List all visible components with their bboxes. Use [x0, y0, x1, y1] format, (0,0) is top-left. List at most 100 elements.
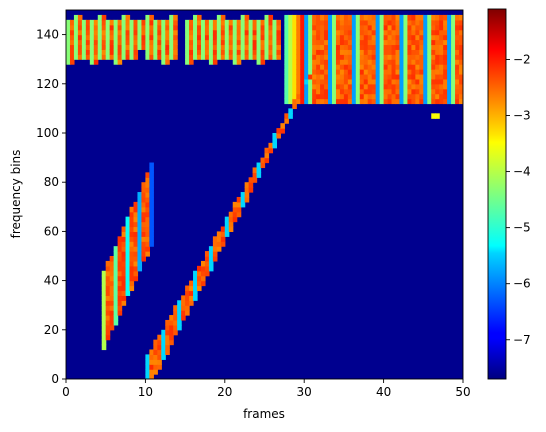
heatmap-cell	[415, 29, 420, 36]
heatmap-cell	[447, 73, 452, 80]
heatmap-cell	[395, 64, 401, 70]
heatmap-cell	[117, 19, 123, 26]
heatmap-cell	[351, 98, 357, 105]
heatmap-cell	[399, 59, 405, 65]
heatmap-cell	[451, 83, 456, 90]
heatmap-cell	[145, 246, 150, 252]
heatmap-cell	[137, 216, 143, 223]
heatmap-cell	[423, 64, 428, 70]
heatmap-cell	[339, 88, 345, 95]
heatmap-cell	[157, 354, 162, 360]
heatmap-cell	[109, 280, 115, 287]
heatmap-cell	[304, 39, 309, 46]
heatmap-cell	[324, 29, 329, 36]
heatmap-cell	[200, 49, 206, 55]
heatmap-cell	[236, 34, 242, 41]
heatmap-cell	[459, 93, 463, 100]
heatmap-cell	[415, 83, 420, 90]
heatmap-cell	[379, 64, 385, 70]
heatmap-cell	[300, 98, 305, 105]
heatmap-cell	[379, 44, 385, 50]
heatmap-cell	[165, 39, 170, 46]
heatmap-cell	[455, 14, 460, 21]
heatmap-cell	[427, 69, 432, 75]
heatmap-cell	[451, 78, 456, 85]
heatmap-cell	[228, 34, 234, 41]
heatmap-cell	[355, 24, 361, 31]
heatmap-cell	[212, 44, 218, 50]
x-axis: 0 10 20 30 40 50	[62, 379, 471, 399]
heatmap-cell	[375, 54, 381, 60]
heatmap-cell	[189, 34, 194, 41]
heatmap-cell	[244, 14, 250, 21]
heatmap-cell	[109, 19, 115, 26]
heatmap-cell	[351, 83, 357, 90]
heatmap-cell	[359, 29, 365, 36]
heatmap-cell	[157, 34, 162, 41]
heatmap-cell	[252, 177, 258, 183]
heatmap-cell	[109, 295, 115, 301]
heatmap-cell	[312, 93, 317, 100]
heatmap-cell	[268, 34, 274, 41]
heatmap-cell	[117, 39, 123, 46]
heatmap-cell	[308, 44, 313, 50]
heatmap-cell	[351, 59, 357, 65]
heatmap-cell	[66, 39, 71, 46]
heatmap-cell	[109, 305, 115, 311]
heatmap-cell	[264, 39, 270, 46]
heatmap-cell	[129, 206, 135, 213]
heatmap-cell	[403, 59, 409, 65]
heatmap-cell	[280, 128, 285, 134]
heatmap-cell	[129, 34, 135, 41]
heatmap-cell	[375, 14, 381, 21]
heatmap-cell	[212, 49, 218, 55]
heatmap-cell	[371, 14, 377, 21]
heatmap-cell	[347, 88, 353, 95]
x-axis-label: frames	[243, 407, 285, 421]
heatmap-cell	[109, 49, 115, 55]
heatmap-cell	[73, 39, 79, 46]
heatmap-cell	[248, 44, 254, 50]
heatmap-cell	[149, 201, 154, 208]
heatmap-cell	[216, 14, 222, 21]
heatmap-cell	[431, 88, 436, 95]
heatmap-cell	[411, 54, 416, 60]
heatmap-cell	[407, 93, 412, 100]
heatmap-cell	[220, 49, 226, 55]
heatmap-cell	[419, 34, 424, 41]
heatmap-cell	[193, 270, 198, 277]
heatmap-cell	[335, 54, 341, 60]
heatmap-cell	[415, 64, 420, 70]
heatmap-cell	[343, 64, 349, 70]
heatmap-cell	[312, 39, 317, 46]
heatmap-cell	[105, 290, 111, 296]
heatmap-cell	[391, 19, 397, 26]
heatmap-cell	[121, 270, 127, 277]
heatmap-cell	[443, 19, 448, 26]
heatmap-cell	[276, 29, 281, 36]
heatmap-cell	[204, 39, 210, 46]
heatmap-cell	[232, 211, 238, 218]
heatmap-cell	[407, 24, 412, 31]
heatmap-cell	[296, 78, 301, 85]
heatmap-cell	[284, 19, 289, 26]
heatmap-cell	[133, 44, 139, 50]
heatmap-cell	[101, 270, 107, 277]
heatmap-cell	[157, 54, 162, 60]
heatmap-cell	[141, 39, 146, 46]
heatmap-cell	[232, 34, 238, 41]
heatmap-cell	[236, 54, 242, 60]
heatmap-cell	[347, 64, 353, 70]
heatmap-cell	[161, 59, 166, 65]
heatmap-cell	[367, 19, 373, 26]
heatmap-cell	[395, 88, 401, 95]
y-tick-label: 100	[36, 126, 59, 140]
heatmap-cell	[125, 246, 131, 252]
heatmap-cell	[145, 369, 150, 375]
heatmap-cell	[264, 29, 270, 36]
heatmap-cell	[363, 98, 369, 105]
heatmap-cell	[220, 226, 226, 232]
heatmap-cell	[335, 14, 341, 21]
heatmap-cell	[288, 83, 293, 90]
heatmap-cell	[320, 49, 325, 55]
